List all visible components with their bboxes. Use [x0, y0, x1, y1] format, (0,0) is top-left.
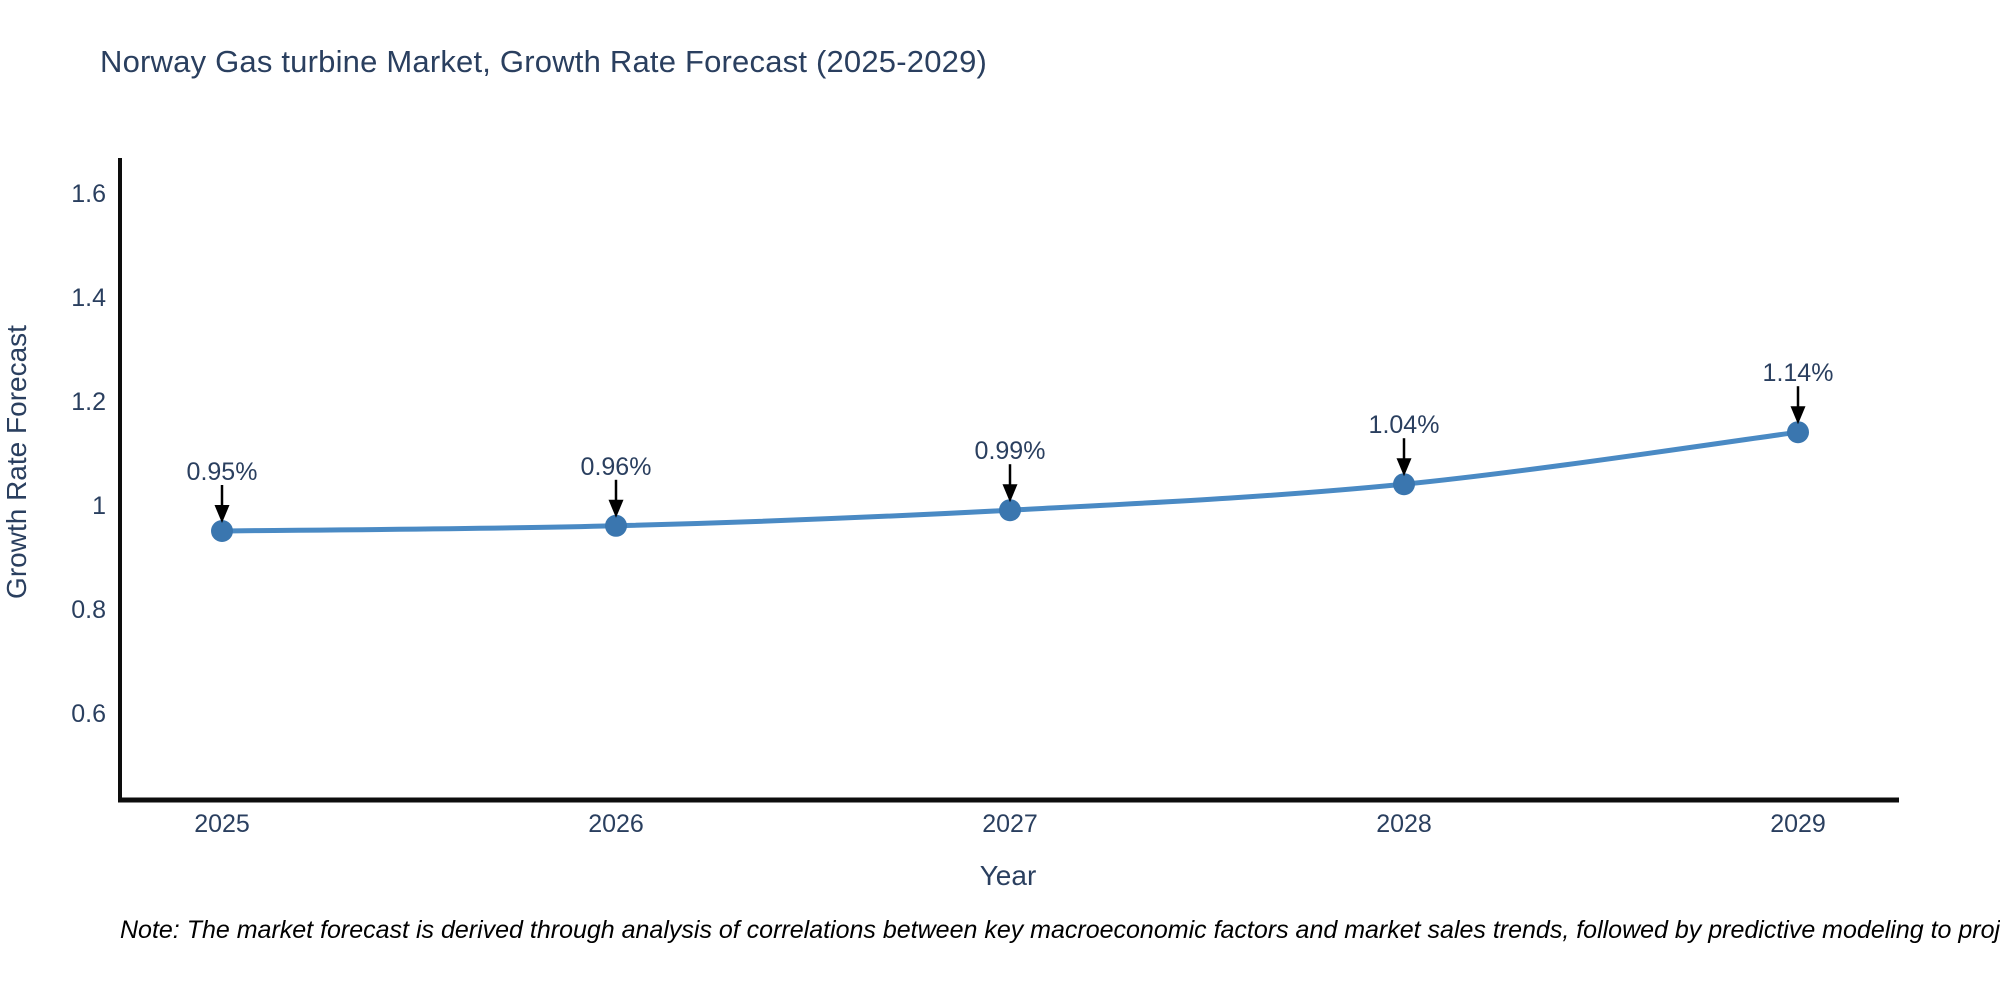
- annotation-arrowhead-icon: [214, 505, 230, 523]
- annotation-arrowhead-icon: [1396, 458, 1412, 477]
- chart-title: Norway Gas turbine Market, Growth Rate F…: [100, 44, 988, 79]
- y-axis-title: Growth Rate Forecast: [1, 325, 32, 599]
- data-point-2026[interactable]: [605, 514, 627, 537]
- annotation-arrowhead-icon: [1002, 484, 1018, 503]
- y-tick-label: 1.2: [71, 388, 106, 416]
- point-value-label: 0.95%: [187, 458, 258, 486]
- footnote: Note: The market forecast is derived thr…: [120, 916, 2000, 944]
- y-tick-label: 0.8: [71, 596, 106, 624]
- x-tick-label: 2026: [588, 810, 644, 838]
- x-tick-label: 2028: [1376, 810, 1432, 838]
- point-value-label: 1.04%: [1369, 411, 1440, 439]
- x-tick-label: 2025: [194, 810, 250, 838]
- data-point-2025[interactable]: [211, 520, 233, 542]
- y-tick-label: 1.4: [71, 284, 106, 312]
- data-point-2027[interactable]: [999, 499, 1021, 522]
- point-value-label: 0.96%: [581, 453, 652, 481]
- y-tick-label: 1: [92, 492, 106, 520]
- x-axis-title: Year: [980, 860, 1037, 891]
- y-tick-label: 1.6: [71, 180, 106, 208]
- annotation-arrowhead-icon: [608, 499, 624, 518]
- y-tick-label: 0.6: [71, 700, 106, 728]
- data-point-2029[interactable]: [1787, 421, 1809, 444]
- annotation-arrowhead-icon: [1790, 406, 1806, 425]
- point-value-label: 0.99%: [975, 437, 1046, 465]
- growth-rate-line-chart: 0.6 0.8 1 1.2 1.4 1.6 2025 2026 2027 2028 2029 Grow…: [1, 158, 1899, 891]
- point-value-label: 1.14%: [1763, 359, 1834, 387]
- x-tick-label: 2029: [1770, 810, 1826, 838]
- x-tick-label: 2027: [982, 810, 1038, 838]
- data-point-2028[interactable]: [1393, 473, 1415, 496]
